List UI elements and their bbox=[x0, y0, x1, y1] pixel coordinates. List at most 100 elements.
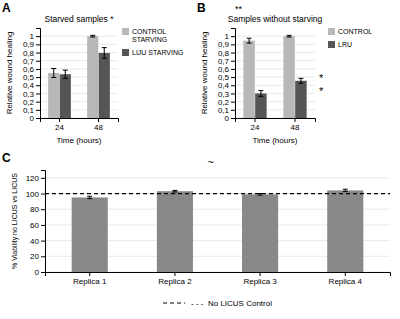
bar bbox=[157, 191, 193, 272]
error-bar-cap bbox=[63, 78, 68, 79]
panel-label: C bbox=[2, 151, 11, 165]
error-bar-stem bbox=[249, 38, 250, 43]
y-tick: 1 bbox=[30, 32, 40, 41]
y-tick-mark bbox=[36, 36, 40, 37]
x-axis-title: Time (hours) bbox=[56, 136, 101, 145]
y-tick-mark bbox=[41, 194, 45, 195]
x-tick-mark bbox=[345, 272, 346, 276]
y-tick: 60 bbox=[30, 221, 45, 230]
y-tick-label: 0,1 bbox=[218, 106, 230, 115]
x-tick-mark bbox=[255, 118, 256, 122]
y-tick-mark bbox=[36, 85, 40, 86]
error-bar-cap bbox=[63, 70, 68, 71]
y-tick-label: 1 bbox=[225, 32, 230, 41]
error-bar bbox=[63, 70, 68, 78]
y-tick: 20 bbox=[30, 252, 45, 261]
chart-root: 00,10,20,30,40,50,60,70,80,912448Starved… bbox=[0, 0, 400, 319]
y-tick: 0,1 bbox=[23, 106, 40, 115]
x-axis: Replica 1Replica 2Replica 3Replica 4 bbox=[46, 272, 391, 286]
y-tick-mark bbox=[41, 272, 45, 273]
error-bar-stem bbox=[65, 70, 66, 78]
y-tick-mark bbox=[36, 77, 40, 78]
legend-label: CONTROL bbox=[338, 28, 372, 35]
y-axis: 0 20 40 60 80 100 120 bbox=[26, 171, 46, 278]
y-tick: 0,7 bbox=[23, 57, 40, 66]
error-bar-cap bbox=[287, 37, 292, 38]
y-tick: 100 bbox=[26, 190, 45, 199]
y-tick: 0 bbox=[30, 114, 40, 123]
y-tick-mark bbox=[231, 85, 235, 86]
y-tick-label: 80 bbox=[30, 205, 39, 214]
error-bar bbox=[90, 35, 95, 37]
y-tick: 0,7 bbox=[218, 57, 235, 66]
legend-swatch bbox=[163, 302, 185, 303]
error-bar-stem bbox=[53, 69, 54, 78]
y-tick-label: 0,7 bbox=[23, 57, 35, 66]
y-tick-label: 0,1 bbox=[23, 106, 35, 115]
y-tick-label: 40 bbox=[30, 237, 39, 246]
error-bar bbox=[287, 35, 292, 37]
x-tick-label: 24 bbox=[251, 123, 260, 132]
x-tick-label: 24 bbox=[55, 123, 64, 132]
panel-label: A bbox=[2, 1, 11, 15]
grid bbox=[40, 36, 118, 118]
y-tick-mark bbox=[41, 256, 45, 257]
error-bar-stem bbox=[300, 78, 301, 83]
bar bbox=[60, 74, 71, 118]
y-tick-mark bbox=[36, 118, 40, 119]
error-bar bbox=[172, 190, 177, 192]
bar bbox=[72, 197, 108, 272]
y-tick: 0,2 bbox=[23, 98, 40, 107]
legend-swatch bbox=[122, 49, 129, 56]
y-tick-mark bbox=[231, 93, 235, 94]
error-bar-cap bbox=[298, 78, 303, 79]
error-bar bbox=[51, 69, 56, 78]
y-tick-mark bbox=[231, 69, 235, 70]
x-axis: 24 48 bbox=[41, 118, 119, 132]
error-bar bbox=[87, 196, 92, 198]
annotation: * bbox=[319, 72, 324, 84]
y-tick-label: 0,9 bbox=[23, 40, 35, 49]
y-tick: 0 bbox=[35, 268, 45, 277]
legend: - - - No LICUS Control bbox=[163, 299, 272, 308]
x-tick-label: 48 bbox=[94, 123, 103, 132]
annotation: ** bbox=[235, 4, 243, 14]
y-tick-label: 0,2 bbox=[218, 98, 230, 107]
grid bbox=[45, 178, 390, 272]
x-tick: Replica 3 bbox=[243, 272, 277, 286]
y-axis-title: Relative wound healing bbox=[5, 32, 14, 115]
y-tick-label: 0,2 bbox=[23, 98, 35, 107]
y-tick: 0,6 bbox=[218, 65, 235, 74]
y-tick: 0,5 bbox=[218, 73, 235, 82]
x-tick-label: 48 bbox=[291, 123, 300, 132]
grid-line bbox=[40, 44, 118, 45]
x-tick-mark bbox=[174, 272, 175, 276]
error-bar-cap bbox=[258, 195, 263, 196]
y-tick-mark bbox=[41, 178, 45, 179]
y-tick: 80 bbox=[30, 205, 45, 214]
y-tick-mark bbox=[36, 53, 40, 54]
y-tick: 120 bbox=[26, 174, 45, 183]
error-bar bbox=[298, 78, 303, 83]
reference-line bbox=[45, 193, 390, 194]
legend: CONTROLLRU bbox=[328, 28, 372, 48]
chart-title: Starved samples * bbox=[45, 14, 115, 24]
annotation: * bbox=[319, 85, 324, 97]
error-bar bbox=[343, 189, 348, 191]
y-tick-mark bbox=[231, 118, 235, 119]
error-bar bbox=[102, 48, 107, 59]
legend-swatch bbox=[328, 28, 335, 35]
grid-line bbox=[40, 52, 118, 53]
y-tick-label: 120 bbox=[26, 174, 40, 183]
error-bar-cap bbox=[298, 83, 303, 84]
y-tick-label: 0,8 bbox=[23, 49, 35, 58]
error-bar-cap bbox=[247, 38, 252, 39]
y-tick-mark bbox=[36, 61, 40, 62]
x-tick: Replica 4 bbox=[329, 272, 363, 286]
error-bar-cap bbox=[258, 96, 263, 97]
y-tick: 1 bbox=[225, 32, 235, 41]
bar bbox=[87, 36, 98, 118]
error-bar-stem bbox=[104, 48, 105, 59]
y-axis: 00,10,20,30,40,50,60,70,80,91 bbox=[218, 29, 236, 124]
y-tick-label: 0,9 bbox=[218, 40, 230, 49]
